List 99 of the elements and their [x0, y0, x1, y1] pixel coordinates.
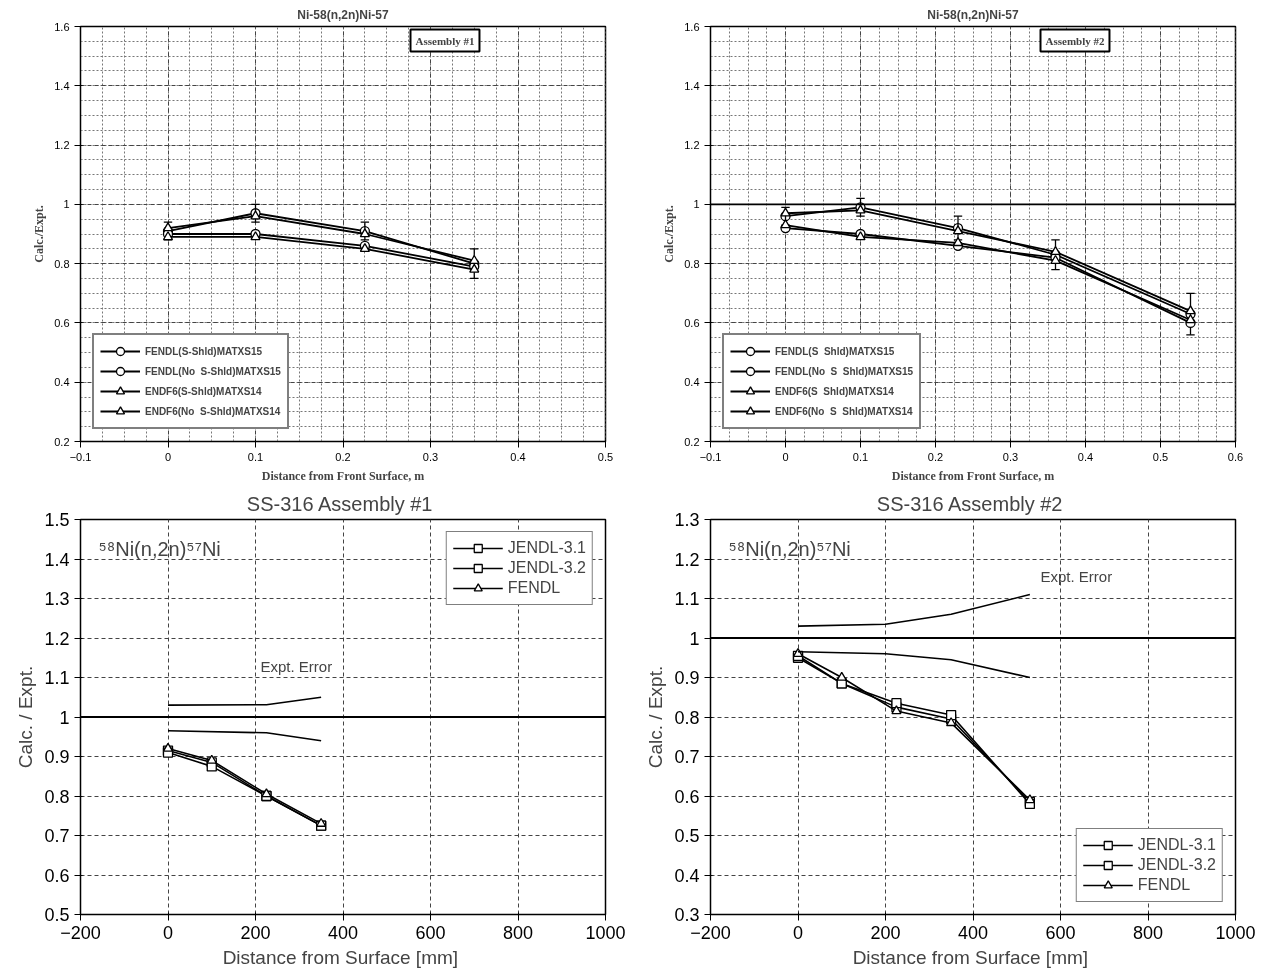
y-tick-label: 0.7 — [674, 747, 700, 767]
y-tick-label: 0.3 — [674, 905, 700, 925]
x-tick-label: 1000 — [585, 922, 626, 943]
x-tick-label: 200 — [870, 922, 901, 943]
x-axis-title: Distance from Surface [mm] — [222, 946, 459, 968]
annotation: ⁵⁸Ni(n,2n)⁵⁷Ni — [98, 537, 221, 560]
y-tick-label: 0.4 — [674, 865, 700, 886]
y-tick-label: 1.1 — [44, 668, 70, 688]
y-tick-label: 1 — [693, 198, 700, 211]
legend-label: FENDL(No S Shld)MATXS15 — [775, 364, 914, 378]
x-tick-label: 200 — [240, 922, 271, 943]
x-tick-label: 800 — [1132, 922, 1164, 943]
x-tick-label: 600 — [1045, 922, 1076, 943]
y-tick-label: 0.4 — [54, 376, 70, 389]
y-tick-label: 1.2 — [684, 139, 700, 152]
annotation: Assembly #1 — [415, 34, 475, 47]
chart-title: SS-316 Assembly #1 — [246, 492, 433, 515]
y-tick-label: 1.3 — [44, 589, 70, 609]
legend-label: JENDL-3.2 — [1137, 855, 1216, 875]
y-tick-label: 0.8 — [674, 707, 700, 728]
legend-label: ENDF6(No S Shld)MATXS14 — [775, 404, 913, 418]
legend-label: ENDF6(S Shld)MATXS14 — [775, 384, 894, 398]
y-tick-label: 0.8 — [54, 257, 70, 270]
y-tick-label: 0.4 — [684, 376, 700, 389]
y-tick-label: 1.1 — [674, 589, 700, 609]
y-tick-label: 1.4 — [44, 549, 70, 570]
y-tick-label: 1.2 — [674, 549, 700, 570]
x-tick-label: 0.1 — [247, 450, 264, 463]
x-tick-label: −200 — [690, 922, 731, 943]
x-tick-label: 0.6 — [1227, 450, 1244, 463]
y-axis-title: Calc./Expt. — [662, 205, 677, 263]
x-tick-label: 0.5 — [597, 450, 614, 463]
y-tick-label: 0.7 — [44, 826, 70, 846]
x-tick-label: 800 — [502, 922, 534, 943]
legend-label: FENDL(S Shld)MATXS15 — [775, 344, 895, 358]
x-tick-label: 600 — [415, 922, 446, 943]
annotation: ⁵⁸Ni(n,2n)⁵⁷Ni — [728, 537, 851, 560]
x-axis-title: Distance from Surface [mm] — [852, 946, 1089, 968]
x-tick-label: 400 — [957, 922, 989, 943]
y-axis-title: Calc./Expt. — [32, 205, 47, 263]
y-tick-label: 0.8 — [44, 786, 70, 807]
legend-label: FENDL — [1137, 875, 1191, 895]
x-tick-label: 0.2 — [927, 450, 944, 463]
annotation: Expt. Error — [260, 657, 333, 675]
y-tick-label: 0.6 — [674, 786, 700, 807]
legend-label: JENDL-3.1 — [1137, 835, 1216, 855]
legend-label: FENDL(S-Shld)MATXS15 — [145, 344, 263, 358]
x-axis-title: Distance from Front Surface, m — [891, 468, 1055, 483]
y-tick-label: 0.6 — [54, 316, 70, 329]
x-tick-label: 0.4 — [1077, 450, 1094, 463]
chart-title: Ni-58(n,2n)Ni-57 — [297, 7, 389, 22]
x-tick-label: 0.5 — [1152, 450, 1169, 463]
y-tick-label: 1 — [689, 628, 700, 649]
y-tick-label: 0.9 — [44, 747, 70, 767]
legend-label: ENDF6(S-Shld)MATXS14 — [145, 384, 262, 398]
x-tick-label: 0 — [782, 450, 789, 463]
y-tick-label: 0.8 — [684, 257, 700, 270]
y-tick-label: 1.4 — [54, 79, 70, 92]
chart-title: Ni-58(n,2n)Ni-57 — [927, 7, 1019, 22]
y-tick-label: 1 — [63, 198, 70, 211]
y-tick-label: 1.4 — [684, 79, 700, 92]
x-tick-label: 0 — [162, 922, 174, 943]
y-tick-label: 0.5 — [674, 826, 700, 846]
x-tick-label: 0 — [792, 922, 804, 943]
y-tick-label: 1.6 — [684, 20, 700, 33]
chart-title: SS-316 Assembly #2 — [876, 492, 1063, 515]
x-tick-label: 0 — [164, 450, 172, 463]
x-tick-label: 0.1 — [852, 450, 869, 463]
y-tick-label: 1.3 — [674, 510, 700, 530]
x-tick-label: −0.1 — [699, 450, 722, 463]
legend-label: JENDL-3.1 — [507, 538, 586, 558]
y-tick-label: 0.9 — [674, 668, 700, 688]
legend-label: JENDL-3.2 — [507, 558, 586, 578]
y-tick-label: 1.2 — [44, 628, 70, 649]
x-axis-title: Distance from Front Surface, m — [261, 468, 425, 483]
legend-label: FENDL(No S-Shld)MATXS15 — [145, 364, 281, 378]
x-tick-label: 0.4 — [510, 450, 526, 463]
legend-label: ENDF6(No S-Shld)MATXS14 — [145, 404, 281, 418]
y-axis-title: Calc. / Expt. — [645, 665, 667, 769]
y-tick-label: 1 — [59, 707, 70, 728]
y-tick-label: 0.6 — [44, 865, 70, 886]
y-tick-label: 0.2 — [684, 435, 700, 448]
y-tick-label: 0.6 — [684, 316, 700, 329]
y-axis-title: Calc. / Expt. — [15, 665, 37, 769]
legend-label: FENDL — [507, 578, 561, 598]
x-tick-label: −200 — [60, 922, 101, 943]
annotation: Assembly #2 — [1045, 34, 1105, 47]
x-tick-label: 1000 — [1215, 922, 1256, 943]
y-tick-label: 1.5 — [44, 510, 70, 530]
y-tick-label: 1.6 — [54, 20, 70, 33]
x-tick-label: −0.1 — [69, 450, 92, 463]
x-tick-label: 400 — [327, 922, 359, 943]
x-tick-label: 0.3 — [422, 450, 439, 463]
x-tick-label: 0.3 — [1002, 450, 1019, 463]
y-tick-label: 1.2 — [54, 139, 70, 152]
annotation: Expt. Error — [1040, 567, 1113, 585]
x-tick-label: 0.2 — [335, 450, 351, 463]
y-tick-label: 0.2 — [54, 435, 70, 448]
y-tick-label: 0.5 — [44, 905, 70, 925]
